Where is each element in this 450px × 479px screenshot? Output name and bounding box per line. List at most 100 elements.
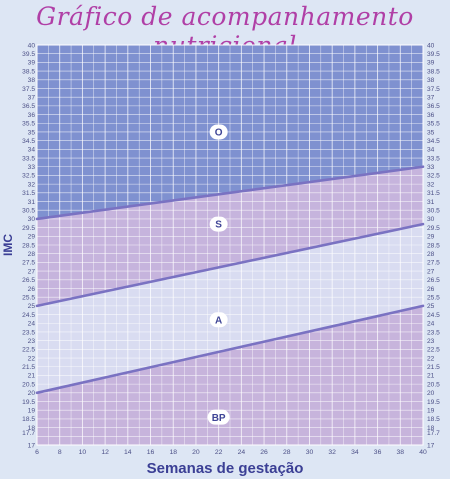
y-tick-left: 27.5	[22, 260, 35, 267]
x-tick: 30	[306, 449, 314, 456]
x-tick: 20	[192, 449, 200, 456]
x-axis-label: Semanas de gestação	[147, 460, 304, 477]
y-tick-left: 29.5	[22, 225, 35, 232]
y-tick-right: 30.5	[427, 208, 440, 215]
y-tick-right: 28	[427, 251, 435, 258]
y-tick-right: 31	[427, 199, 435, 206]
x-tick: 28	[283, 449, 291, 456]
x-tick: 40	[419, 449, 427, 456]
x-ticks: 6 8 10 12 14 16 18 20 22 24 26 28 30 32 34 36 38 40	[35, 449, 427, 456]
y-tick-right: 17	[427, 442, 435, 449]
y-tick-left: 20	[28, 390, 36, 397]
y-tick-left: 25	[28, 303, 36, 310]
x-tick: 18	[169, 449, 177, 456]
y-tick-left: 28	[28, 251, 36, 258]
y-tick-left: 26	[28, 286, 36, 293]
x-tick: 22	[215, 449, 223, 456]
y-tick-left: 36.5	[22, 103, 35, 110]
y-tick-right: 32	[427, 181, 435, 188]
zone-s-label: S	[215, 220, 222, 231]
y-tick-left: 28.5	[22, 242, 35, 249]
y-tick-right: 23.5	[427, 329, 440, 336]
x-tick: 8	[58, 449, 62, 456]
y-tick-right: 36.5	[427, 103, 440, 110]
y-tick-right: 26	[427, 286, 435, 293]
y-tick-left: 29	[28, 234, 36, 241]
y-tick-left: 35.5	[22, 121, 35, 128]
y-tick-left: 22	[28, 355, 36, 362]
y-tick-left: 31	[28, 199, 36, 206]
y-tick-left: 32	[28, 181, 36, 188]
plot-frame	[36, 44, 424, 446]
y-tick-right: 37	[427, 94, 435, 101]
zone-bp-badge	[207, 409, 230, 425]
boundary-line-2	[35, 222, 425, 308]
y-tick-right: 29	[427, 234, 435, 241]
y-tick-right: 33.5	[427, 155, 440, 162]
boundary-lines	[35, 165, 425, 395]
x-tick: 24	[238, 449, 246, 456]
y-tick-left: 26.5	[22, 277, 35, 284]
y-tick-left: 18	[28, 425, 36, 432]
y-tick-right: 35	[427, 129, 435, 136]
y-tick-right: 22	[427, 355, 435, 362]
y-tick-left: 18.5	[22, 416, 35, 423]
y-tick-right: 34.5	[427, 138, 440, 145]
y-tick-left: 23.5	[22, 329, 35, 336]
y-tick-left: 17.7	[22, 430, 35, 437]
y-tick-left: 38.5	[22, 68, 35, 75]
y-tick-left: 33.5	[22, 155, 35, 162]
y-tick-left: 22.5	[22, 347, 35, 354]
x-tick: 36	[374, 449, 382, 456]
y-tick-right: 38.5	[427, 68, 440, 75]
y-tick-right: 22.5	[427, 347, 440, 354]
y-tick-right: 35.5	[427, 121, 440, 128]
y-tick-right: 37.5	[427, 86, 440, 93]
y-tick-right: 19.5	[427, 399, 440, 406]
x-tick: 10	[79, 449, 87, 456]
y-tick-right: 28.5	[427, 242, 440, 249]
y-tick-left: 20.5	[22, 381, 35, 388]
y-tick-left: 39.5	[22, 51, 35, 58]
y-tick-right: 21.5	[427, 364, 440, 371]
zone-bp-label: BP	[212, 413, 226, 424]
y-tick-right: 27.5	[427, 260, 440, 267]
zone-o-badge	[209, 124, 228, 140]
y-tick-right: 24	[427, 321, 435, 328]
y-tick-left: 23	[28, 338, 36, 345]
y-tick-left: 21	[28, 373, 36, 380]
y-tick-left: 17	[28, 442, 36, 449]
x-tick: 12	[101, 449, 109, 456]
x-tick: 32	[328, 449, 336, 456]
y-tick-right: 19	[427, 408, 435, 415]
y-tick-left: 34.5	[22, 138, 35, 145]
y-tick-left: 19.5	[22, 399, 35, 406]
x-tick: 6	[35, 449, 39, 456]
y-tick-right: 25	[427, 303, 435, 310]
zone-labels: BP A S O	[207, 124, 230, 425]
y-tick-left: 34	[28, 147, 36, 154]
x-tick: 38	[397, 449, 405, 456]
zone-a-label: A	[215, 315, 222, 326]
y-tick-left: 31.5	[22, 190, 35, 197]
y-tick-left: 27	[28, 268, 36, 275]
y-tick-left: 37	[28, 94, 36, 101]
y-tick-left: 30.5	[22, 208, 35, 215]
y-tick-right: 18.5	[427, 416, 440, 423]
y-tick-right: 30	[427, 216, 435, 223]
y-tick-right: 31.5	[427, 190, 440, 197]
y-tick-left: 33	[28, 164, 36, 171]
y-tick-right: 34	[427, 147, 435, 154]
y-tick-left: 35	[28, 129, 36, 136]
y-tick-right: 39	[427, 60, 435, 67]
y-tick-right: 36	[427, 112, 435, 119]
boundary-line-3	[35, 165, 425, 221]
y-tick-right: 38	[427, 77, 435, 84]
y-tick-right: 18	[427, 425, 435, 432]
y-tick-left: 24	[28, 321, 36, 328]
y-tick-left: 30	[28, 216, 36, 223]
y-tick-left: 40	[28, 42, 36, 49]
